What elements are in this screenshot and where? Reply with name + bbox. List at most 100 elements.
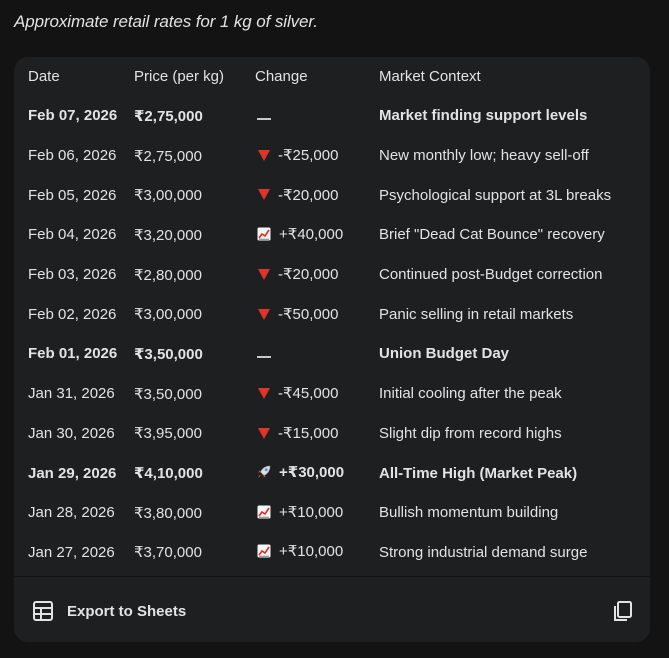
down-triangle-icon (258, 189, 270, 201)
change-value: -₹25,000 (278, 147, 339, 165)
copy-table-button[interactable] (612, 600, 634, 622)
chart-up-icon (257, 227, 271, 241)
cell-date: Feb 02, 2026 (28, 305, 117, 323)
rocket-icon (258, 465, 271, 478)
cell-date: Feb 07, 2026 (28, 107, 118, 125)
dash-icon (257, 356, 271, 359)
cell-change: -₹45,000 (255, 374, 379, 414)
cell-market-context: Strong industrial demand surge (379, 543, 588, 561)
cell-change: +₹10,000 (255, 493, 379, 533)
change-wrap: -₹25,000 (255, 146, 338, 164)
cell-date: Feb 05, 2026 (28, 186, 117, 204)
table-row: Jan 30, 2026 ₹3,95,000 -₹15,000 Slight dip … (14, 414, 650, 454)
cell-price: ₹3,70,000 (134, 544, 202, 562)
dash-icon (257, 118, 271, 121)
cell-price: ₹3,00,000 (134, 306, 202, 324)
export-to-sheets-button[interactable]: Export to Sheets (32, 595, 186, 627)
change-value: -₹20,000 (278, 266, 339, 284)
cell-date: Feb 03, 2026 (28, 266, 117, 284)
change-wrap: -₹15,000 (255, 424, 338, 442)
cell-change: -₹20,000 (255, 175, 379, 215)
header-market-context: Market Context (379, 68, 481, 85)
cell-market-context: Market finding support levels (379, 107, 588, 125)
table-body: Feb 07, 2026 ₹2,75,000 Market finding supp… (14, 96, 650, 572)
down-triangle-icon (258, 427, 270, 439)
cell-market-context: Continued post-Budget correction (379, 266, 603, 284)
cell-price: ₹3,50,000 (134, 345, 203, 363)
change-wrap: -₹50,000 (255, 305, 338, 323)
change-value: -₹50,000 (278, 306, 339, 324)
change-value: -₹15,000 (278, 425, 339, 443)
table-row: Jan 31, 2026 ₹3,50,000 -₹45,000 Initial coo… (14, 374, 650, 414)
cell-date: Jan 27, 2026 (28, 543, 115, 561)
header-date: Date (28, 68, 60, 85)
chart-up-icon (257, 505, 271, 519)
table-footer: Export to Sheets (14, 576, 650, 642)
change-value: -₹20,000 (278, 186, 339, 204)
table-row: Feb 02, 2026 ₹3,00,000 -₹50,000 Panic selli… (14, 294, 650, 334)
chart-up-icon (257, 544, 271, 558)
cell-market-context: New monthly low; heavy sell-off (379, 147, 589, 165)
copy-icon (614, 601, 632, 621)
table-row: Jan 27, 2026 ₹3,70,000 +₹10,000 Strong indu… (14, 533, 650, 573)
cell-date: Jan 28, 2026 (28, 504, 115, 522)
cell-market-context: Initial cooling after the peak (379, 385, 562, 403)
table-row: Feb 07, 2026 ₹2,75,000 Market finding supp… (14, 96, 650, 136)
header-price: Price (per kg) (134, 68, 225, 85)
change-value: +₹40,000 (279, 225, 344, 243)
data-table-card: Date Price (per kg) Change Market Contex… (14, 57, 650, 642)
cell-change: -₹50,000 (255, 294, 379, 334)
table-header-row: Date Price (per kg) Change Market Contex… (14, 57, 650, 96)
cell-price: ₹4,10,000 (134, 465, 203, 483)
cell-price: ₹3,20,000 (134, 226, 202, 244)
change-wrap: -₹20,000 (255, 186, 338, 204)
cell-change: +₹40,000 (255, 215, 379, 255)
cell-price: ₹2,75,000 (134, 107, 203, 125)
cell-market-context: Brief "Dead Cat Bounce" recovery (379, 226, 605, 244)
change-wrap: +₹10,000 (255, 542, 343, 560)
table-row: Feb 05, 2026 ₹3,00,000 -₹20,000 Psychologic… (14, 175, 650, 215)
change-value: +₹10,000 (279, 543, 344, 561)
cell-change (255, 334, 379, 374)
down-triangle-icon (258, 149, 270, 161)
header-change: Change (255, 68, 308, 85)
change-value: +₹30,000 (279, 463, 345, 481)
cell-date: Feb 01, 2026 (28, 345, 118, 363)
change-wrap: +₹10,000 (255, 503, 343, 521)
cell-change: -₹20,000 (255, 255, 379, 295)
cell-price: ₹3,80,000 (134, 504, 202, 522)
change-wrap: +₹40,000 (255, 225, 343, 243)
change-wrap: -₹45,000 (255, 384, 338, 402)
table-scroll-area: Date Price (per kg) Change Market Contex… (14, 57, 650, 573)
change-wrap: -₹20,000 (255, 265, 338, 283)
cell-date: Feb 04, 2026 (28, 226, 117, 244)
cell-price: ₹2,75,000 (134, 147, 202, 165)
change-wrap (255, 356, 271, 359)
table-row: Jan 29, 2026 ₹4,10,000 +₹30,000 All-Time Hi… (14, 453, 650, 493)
cell-date: Jan 31, 2026 (28, 385, 115, 403)
intro-text: Approximate retail rates for 1 kg of sil… (14, 12, 318, 31)
table-row: Feb 01, 2026 ₹3,50,000 Union Budget Day (14, 334, 650, 374)
cell-date: Jan 29, 2026 (28, 464, 117, 482)
table-row: Feb 03, 2026 ₹2,80,000 -₹20,000 Continued p… (14, 255, 650, 295)
table-grid-icon (33, 601, 53, 621)
cell-price: ₹3,95,000 (134, 425, 202, 443)
table-row: Jan 28, 2026 ₹3,80,000 +₹10,000 Bullish mom… (14, 493, 650, 533)
cell-market-context: Union Budget Day (379, 345, 509, 363)
down-triangle-icon (258, 387, 270, 399)
down-triangle-icon (258, 308, 270, 320)
cell-price: ₹3,00,000 (134, 187, 202, 205)
cell-change: +₹10,000 (255, 533, 379, 573)
cell-price: ₹3,50,000 (134, 385, 202, 403)
cell-market-context: Panic selling in retail markets (379, 305, 574, 323)
change-wrap (255, 118, 271, 121)
cell-date: Feb 06, 2026 (28, 147, 117, 165)
down-triangle-icon (258, 268, 270, 280)
cell-change: +₹30,000 (255, 453, 379, 493)
export-label: Export to Sheets (67, 602, 187, 620)
table-row: Feb 04, 2026 ₹3,20,000 +₹40,000 Brief "Dead… (14, 215, 650, 255)
cell-market-context: Psychological support at 3L breaks (379, 186, 612, 204)
change-value: -₹45,000 (278, 385, 339, 403)
table-row: Feb 06, 2026 ₹2,75,000 -₹25,000 New monthly… (14, 136, 650, 176)
change-value: +₹10,000 (279, 503, 344, 521)
